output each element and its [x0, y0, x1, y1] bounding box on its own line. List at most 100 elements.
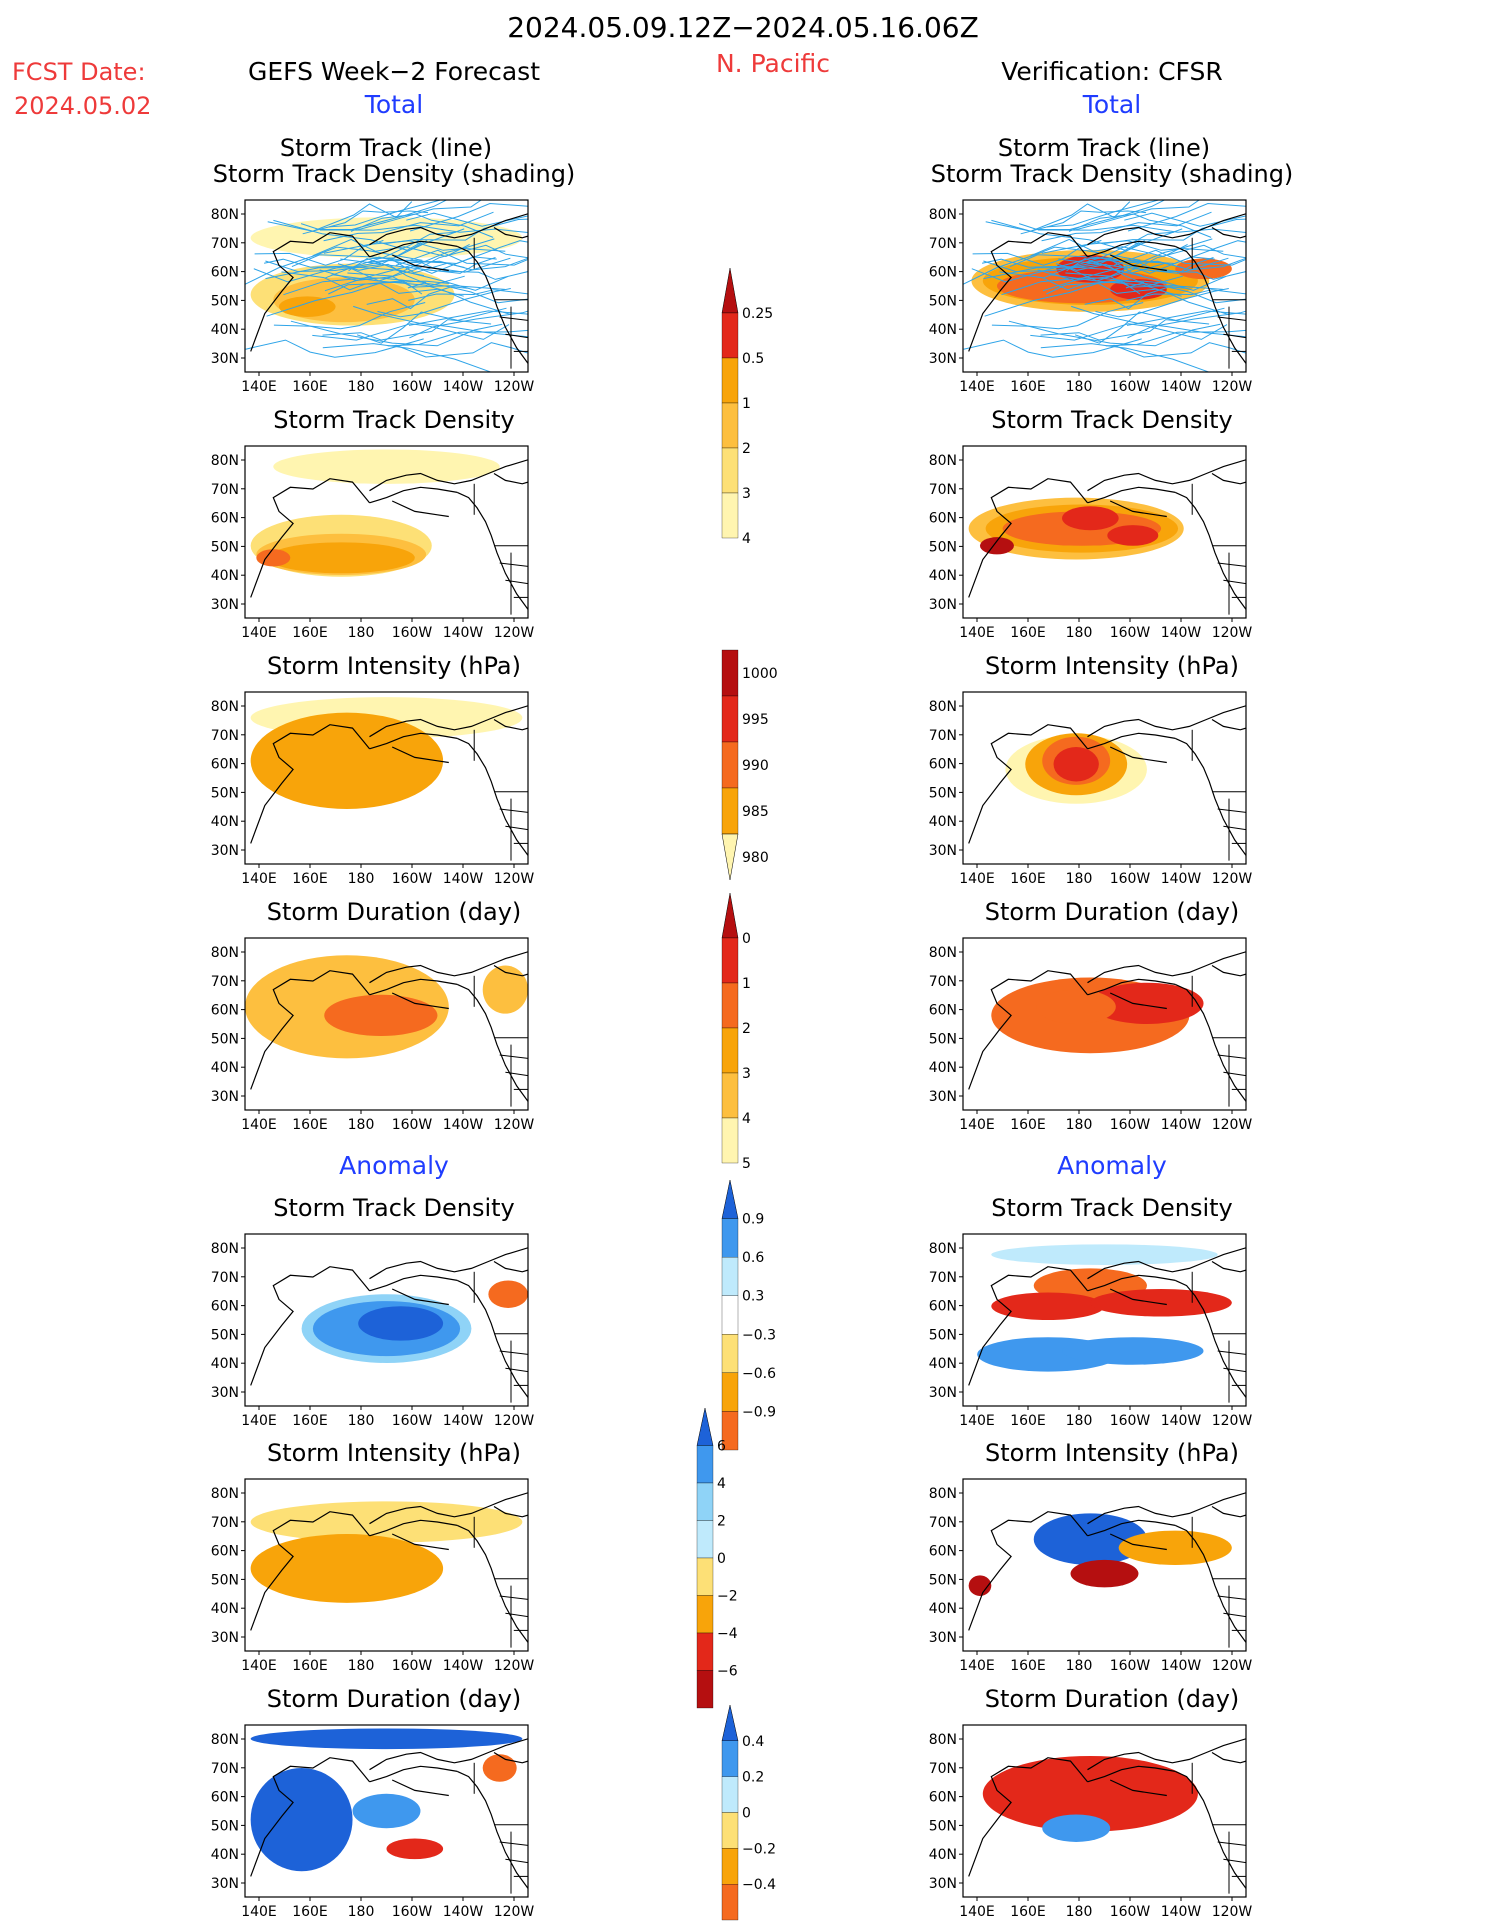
colorbar-tick-label: 2	[717, 1514, 726, 1530]
lon-tick-label: 160W	[392, 1658, 433, 1674]
lon-tick-label: 140W	[443, 1658, 484, 1674]
storm-track-line	[985, 201, 1131, 232]
map-field	[245, 1234, 528, 1406]
lon-tick-label: 180	[348, 1117, 375, 1133]
colorbar-segment	[721, 695, 739, 743]
coastline	[968, 1266, 1088, 1386]
lat-tick-label: 70N	[211, 1761, 239, 1777]
lon-tick-label: 120W	[1212, 1904, 1253, 1920]
lat-tick-label: 60N	[929, 1003, 957, 1019]
field-cell	[273, 449, 500, 484]
storm-track-line	[1040, 319, 1210, 341]
lat-tick-label: 50N	[211, 1572, 239, 1588]
coastline	[369, 1519, 458, 1537]
colorbar-tick-label: 995	[742, 712, 769, 728]
coastline	[391, 1533, 449, 1551]
title-intensity-right: Storm Intensity (hPa)	[985, 652, 1239, 680]
map-field	[245, 938, 528, 1110]
lat-tick-label: 80N	[929, 1241, 957, 1257]
boundary	[499, 1841, 528, 1846]
storm-track-line	[266, 280, 450, 317]
lon-tick-label: 140E	[241, 625, 277, 641]
field-cell	[358, 1306, 444, 1341]
lat-tick-label: 60N	[211, 1790, 239, 1806]
title-anom-duration-right: Storm Duration (day)	[984, 1685, 1240, 1713]
coastline	[250, 478, 370, 598]
coastline	[250, 1511, 370, 1631]
lon-tick-label: 140W	[443, 1413, 484, 1429]
storm-track-line	[1001, 277, 1145, 296]
storm-track-line	[377, 288, 511, 318]
coastline	[369, 951, 528, 984]
lat-tick-label: 70N	[211, 1270, 239, 1286]
storm-track-line	[1127, 310, 1246, 339]
lon-tick-label: 180	[348, 1413, 375, 1429]
storm-track-line	[1071, 305, 1246, 338]
lon-tick-label: 180	[1066, 625, 1093, 641]
field-cell	[278, 296, 336, 317]
storm-track-line	[302, 210, 429, 235]
map-frame	[244, 1233, 529, 1407]
lon-tick-label: 160E	[292, 1904, 328, 1920]
field-cell	[979, 537, 1014, 555]
colorbar-tick-label: 1000	[742, 666, 778, 682]
map-frame	[962, 1233, 1247, 1407]
storm-track-line	[1126, 310, 1246, 326]
coastline	[250, 970, 370, 1090]
lat-tick-label: 80N	[211, 1732, 239, 1748]
lon-tick-label: 140E	[241, 1658, 277, 1674]
coastline	[1087, 978, 1176, 996]
lon-tick-label: 140W	[443, 625, 484, 641]
lat-tick-label: 80N	[211, 453, 239, 469]
lat-tick-label: 50N	[211, 1031, 239, 1047]
coastline	[369, 1274, 458, 1292]
lon-tick-label: 160E	[1010, 1658, 1046, 1674]
coastline	[1211, 472, 1246, 485]
colorbar-segment	[721, 1072, 739, 1119]
coastline	[369, 978, 458, 996]
title-anom-density-left: Storm Track Density	[273, 1194, 515, 1222]
storm-track-line	[963, 338, 1142, 358]
colorbar-segment	[721, 833, 739, 881]
lat-tick-label: 30N	[211, 1876, 239, 1892]
field-cell	[482, 965, 528, 1014]
lat-tick-label: 40N	[211, 322, 239, 338]
coastline	[1087, 240, 1176, 258]
coastline	[1087, 459, 1246, 492]
coastline	[457, 1770, 528, 1889]
boundary	[1217, 316, 1246, 321]
lat-tick-label: 50N	[929, 1327, 957, 1343]
map-field	[963, 1234, 1246, 1406]
lon-tick-label: 180	[1066, 1904, 1093, 1920]
coastline	[1087, 732, 1176, 750]
colorbar-tick-label: 990	[742, 758, 769, 774]
lon-tick-label: 160E	[292, 1117, 328, 1133]
colorbar-segment	[721, 1776, 739, 1813]
storm-track-line	[1042, 256, 1215, 292]
colorbar-tick-label: 2	[742, 1021, 751, 1037]
lon-tick-label: 140E	[959, 1117, 995, 1133]
title-anom-duration-left: Storm Duration (day)	[266, 1685, 522, 1713]
storm-track-line	[340, 258, 528, 280]
fcst-label: FCST Date:	[12, 58, 146, 86]
lat-tick-label: 50N	[211, 1327, 239, 1343]
lon-tick-label: 160E	[292, 1658, 328, 1674]
lon-tick-label: 160E	[1010, 871, 1046, 887]
field-cell	[482, 1754, 517, 1782]
colorbar-tick-label: 0.3	[742, 1289, 764, 1305]
colorbar-tick-label: 3	[742, 486, 751, 502]
coastline	[1109, 992, 1167, 1010]
colorbar-segment	[721, 357, 739, 404]
lat-tick-label: 60N	[211, 1003, 239, 1019]
map-field	[963, 446, 1246, 618]
lon-tick-label: 140E	[959, 1413, 995, 1429]
boundary	[505, 333, 528, 339]
lon-tick-label: 180	[1066, 1117, 1093, 1133]
lon-tick-label: 160E	[1010, 379, 1046, 395]
coastline	[1175, 737, 1246, 856]
date-range-title: 2024.05.09.12Z−2024.05.16.06Z	[507, 11, 979, 44]
coastline	[1211, 1751, 1246, 1764]
boundary	[499, 1054, 528, 1059]
lon-tick-label: 140W	[1161, 379, 1202, 395]
